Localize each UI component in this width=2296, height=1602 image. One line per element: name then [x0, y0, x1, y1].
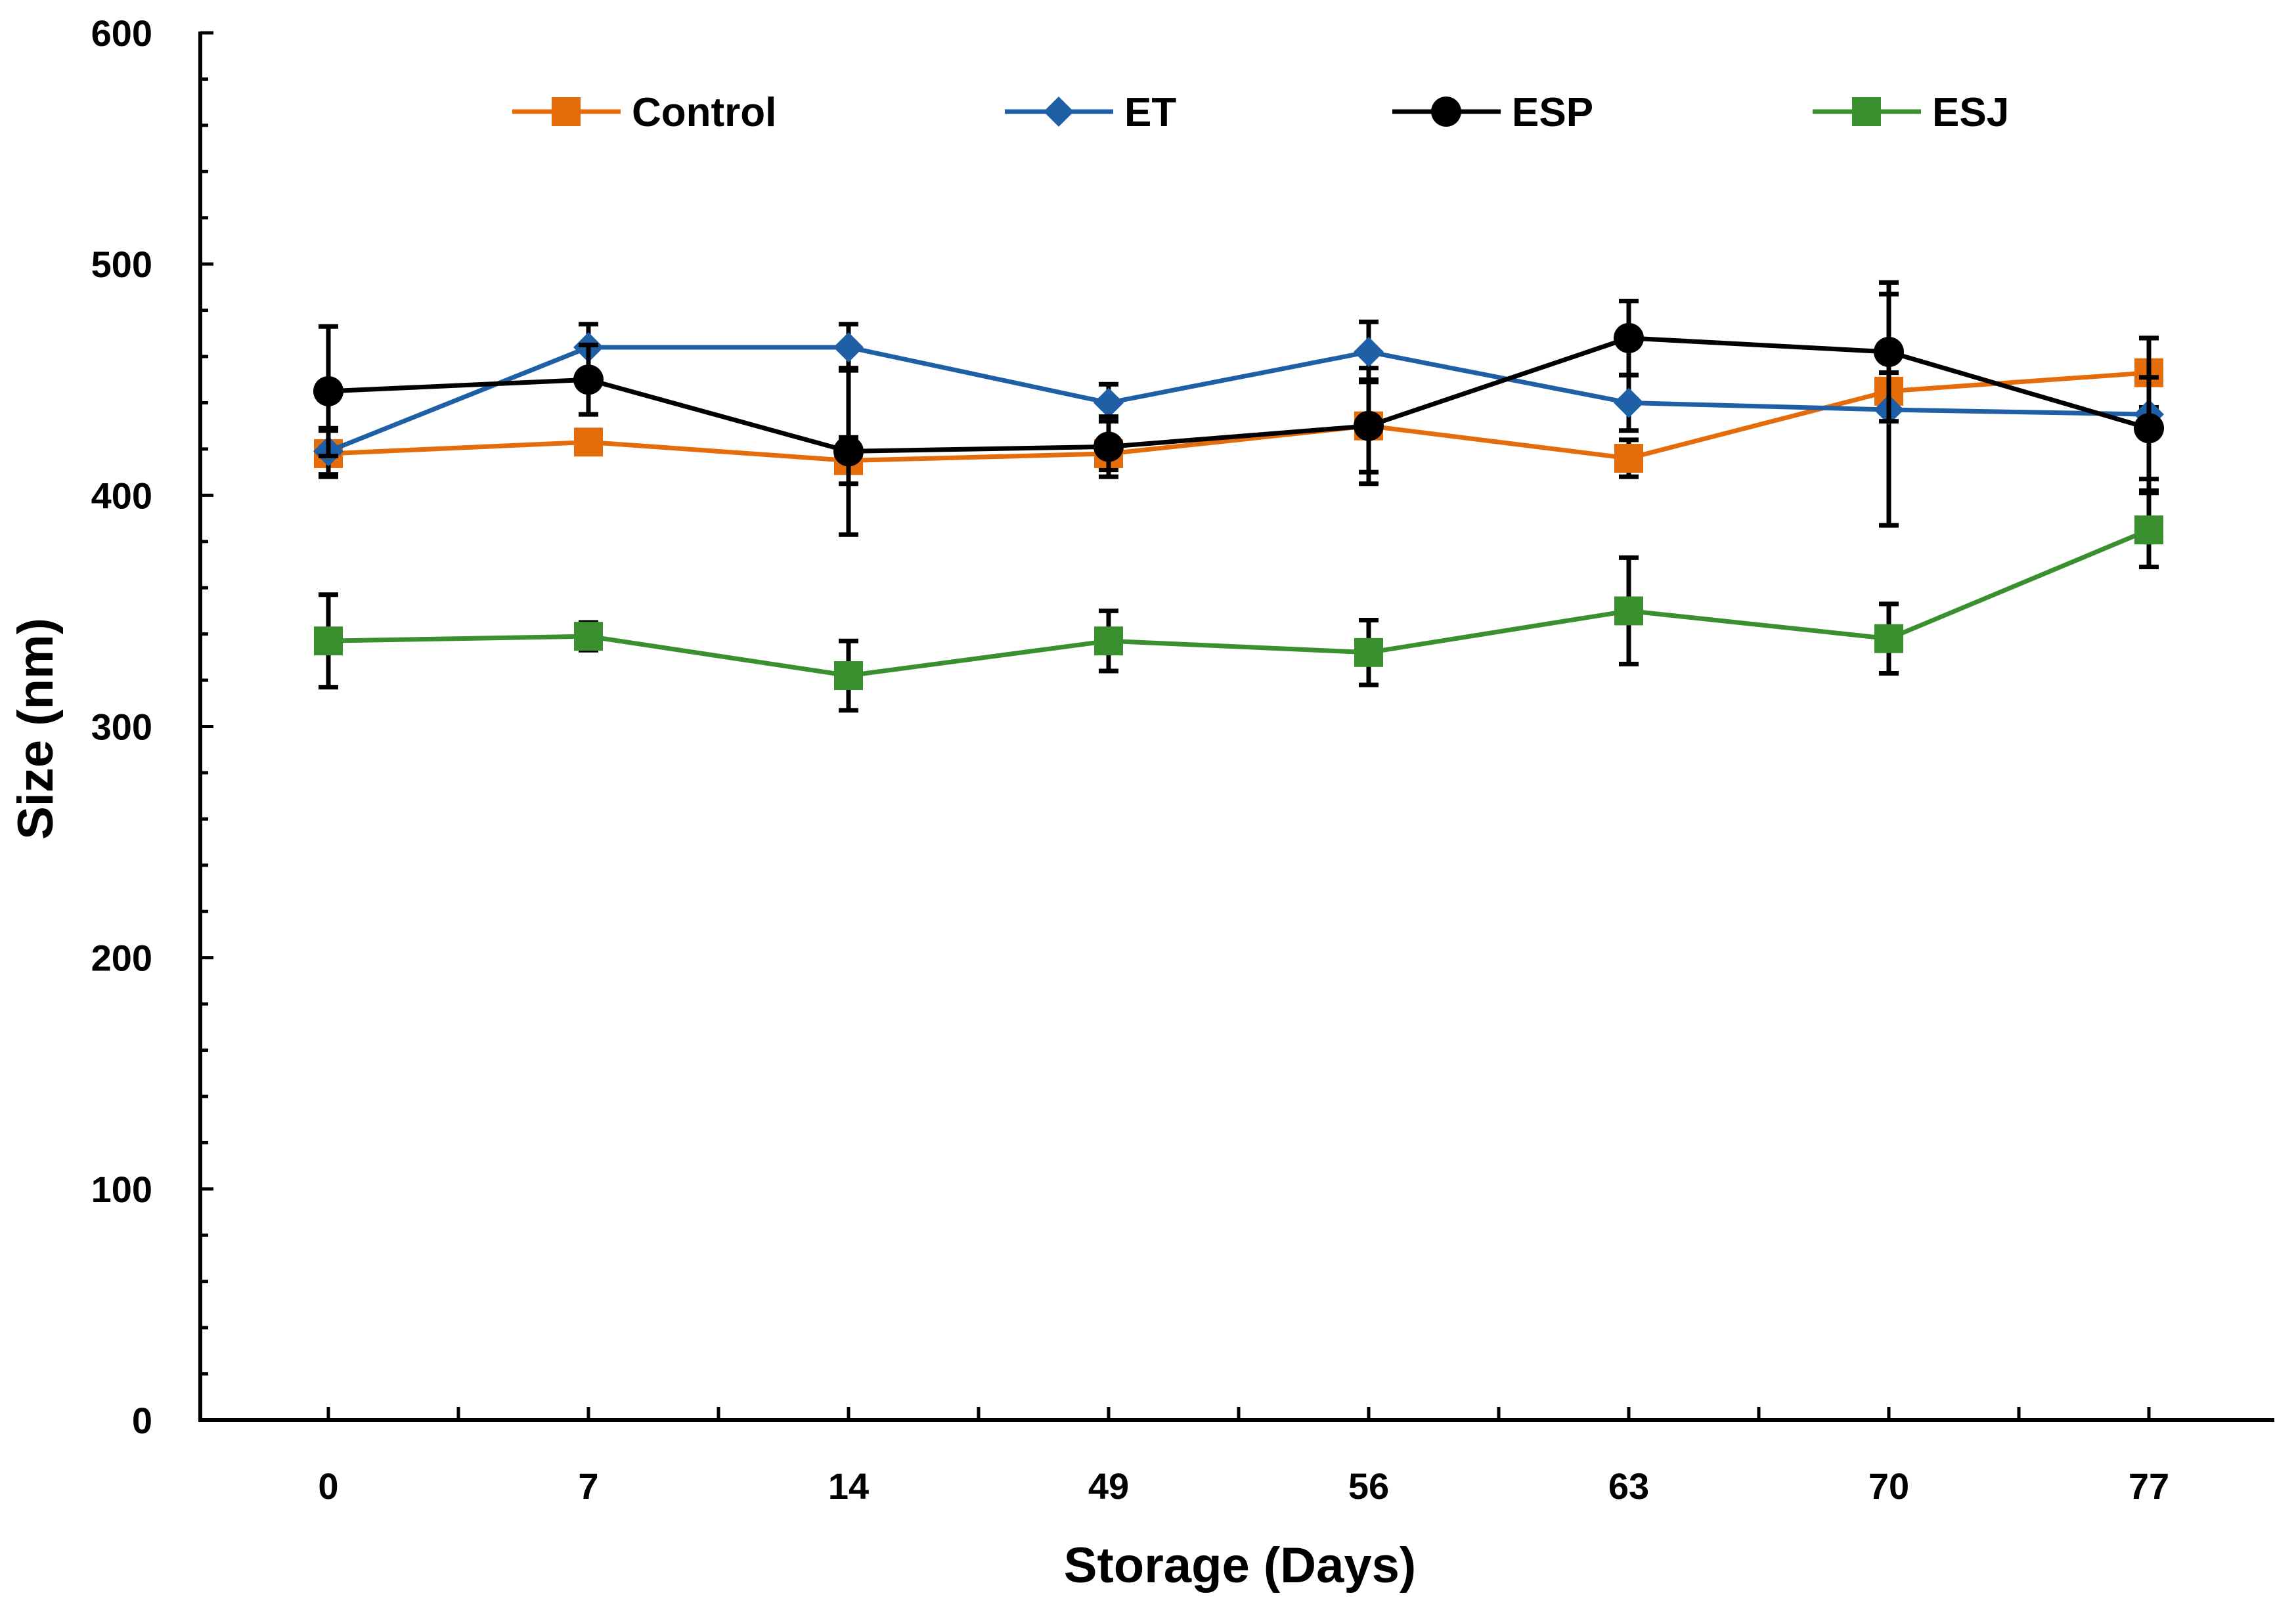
legend-item-control: Control [512, 90, 776, 135]
legend-label-control: Control [632, 90, 776, 135]
x-tick-label: 0 [318, 1465, 338, 1507]
y-tick-label: 200 [91, 938, 152, 979]
legend-marker-et [1044, 97, 1074, 127]
y-tick-label: 600 [91, 12, 152, 54]
legend-label-esp: ESP [1512, 90, 1593, 135]
legend-label-esj: ESJ [1932, 90, 2009, 135]
data-point-esp [313, 376, 343, 406]
data-point-esj [314, 626, 343, 656]
data-point-esp [573, 364, 604, 395]
series-line-et [327, 345, 2150, 454]
series-et [313, 292, 2164, 528]
x-tick-label: 63 [1608, 1465, 1649, 1507]
x-tick-label: 56 [1348, 1465, 1389, 1507]
y-axis-title: Size (nm) [8, 618, 64, 840]
data-point-esp [1093, 431, 1124, 462]
data-point-control [574, 427, 603, 457]
data-point-et [1614, 387, 1644, 418]
data-point-esj [1874, 624, 1903, 653]
series-line-esp [328, 336, 2150, 454]
series-esj [314, 490, 2163, 713]
x-tick-label: 7 [578, 1465, 598, 1507]
legend-item-esp: ESP [1392, 90, 1593, 135]
data-point-esp [2134, 413, 2164, 444]
legend-marker-esj [1852, 97, 1881, 126]
data-point-esp [1354, 410, 1384, 441]
data-point-esj [1614, 596, 1643, 626]
data-point-control [1614, 443, 1643, 473]
data-point-esp [833, 436, 864, 467]
x-tick-label: 77 [2129, 1465, 2169, 1507]
data-point-esj [834, 661, 863, 691]
y-tick-label: 500 [91, 244, 152, 285]
y-tick-label: 300 [91, 706, 152, 748]
legend-marker-control [552, 97, 581, 126]
data-point-esj [1094, 626, 1123, 656]
data-point-esp [1614, 322, 1644, 353]
legend: Control ET ESP ESJ [512, 90, 2009, 135]
y-tick-label: 100 [91, 1169, 152, 1210]
data-point-esj [1354, 638, 1383, 667]
x-axis-title: Storage (Days) [1064, 1538, 1416, 1593]
x-tick-label: 49 [1088, 1465, 1129, 1507]
x-tick-label: 70 [1868, 1465, 1909, 1507]
data-point-et [1093, 387, 1124, 418]
data-point-esj [2134, 515, 2163, 545]
data-point-et [1354, 336, 1384, 367]
legend-item-et: ET [1005, 90, 1176, 135]
series-line-control [328, 370, 2150, 464]
y-tick-label: 400 [91, 475, 152, 516]
legend-item-esj: ESJ [1813, 90, 2009, 135]
x-tick-label: 14 [828, 1465, 869, 1507]
axes: 0 100 200 300 400 500 600 0 7 14 49 56 63 70 77 [91, 12, 2274, 1507]
data-point-esj [574, 622, 603, 651]
series-esp [313, 280, 2164, 537]
data-series [313, 280, 2164, 713]
legend-label-et: ET [1124, 90, 1176, 135]
y-tick-label: 0 [132, 1400, 152, 1441]
legend-marker-esp [1431, 97, 1461, 127]
data-point-esp [1874, 336, 1904, 367]
series-line-esj [328, 527, 2150, 678]
data-point-et [833, 332, 864, 362]
